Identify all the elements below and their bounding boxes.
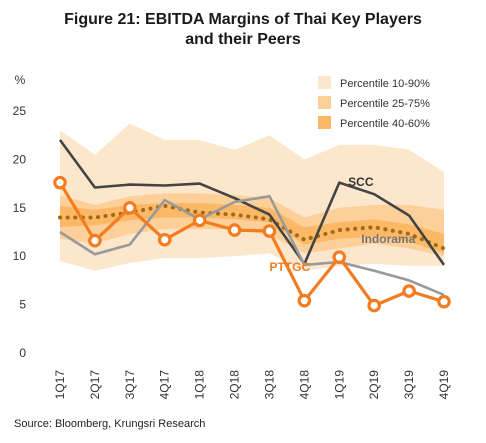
x-tick-label-2q19: 2Q19 xyxy=(367,370,381,400)
y-axis-unit-label: % xyxy=(15,73,26,87)
x-tick-label-4q18: 4Q18 xyxy=(297,370,311,400)
point-pttgc-4q17 xyxy=(157,232,172,247)
series-label-pttgc: PTTGC xyxy=(269,260,310,274)
point-pttgc-3q18 xyxy=(262,224,277,238)
x-tick-label-2q18: 2Q18 xyxy=(228,370,242,400)
company-series-lines xyxy=(53,139,451,313)
point-pttgc-4q18 xyxy=(297,293,312,308)
point-pttgc-3q17 xyxy=(123,201,137,215)
chart-title-line-2: and their Peers xyxy=(185,31,301,48)
y-tick-label: 10 xyxy=(13,249,27,263)
y-axis-ticks: 0 5 10 15 20 25 xyxy=(13,104,27,360)
chart-title: Figure 21: EBITDA Margins of Thai Key Pl… xyxy=(0,10,486,50)
x-tick-label-1q17: 1Q17 xyxy=(53,370,67,400)
legend-label-percentile-10-90: Percentile 10-90% xyxy=(340,78,430,90)
series-labels: SCC Indorama PTTGC xyxy=(269,175,415,274)
chart-title-line-1: Figure 21: EBITDA Margins of Thai Key Pl… xyxy=(64,11,422,28)
x-axis-ticks: 1Q17 2Q17 3Q17 4Q17 1Q18 2Q18 3Q18 4Q18 1Q19 2Q19… xyxy=(53,370,451,400)
point-pttgc-1q19 xyxy=(332,250,347,264)
point-pttgc-1q18 xyxy=(192,213,207,228)
x-tick-label-3q17: 3Q17 xyxy=(123,370,137,400)
legend: Percentile 10-90% Percentile 25-75% Percen… xyxy=(318,76,430,130)
legend-label-percentile-25-75: Percentile 25-75% xyxy=(340,98,430,110)
series-line-scc xyxy=(58,139,446,266)
x-tick-label-4q19: 4Q19 xyxy=(437,370,451,400)
y-tick-label: 5 xyxy=(19,298,26,312)
legend-swatch-percentile-40-60 xyxy=(318,116,331,129)
x-tick-label-2q17: 2Q17 xyxy=(88,370,102,400)
series-label-indorama: Indorama xyxy=(361,232,415,246)
point-pttgc-3q19 xyxy=(402,284,416,298)
x-tick-label-1q18: 1Q18 xyxy=(193,370,207,400)
y-tick-label: 15 xyxy=(13,201,27,215)
x-tick-label-4q17: 4Q17 xyxy=(158,370,172,400)
x-tick-label-3q18: 3Q18 xyxy=(262,370,276,400)
point-pttgc-4q19 xyxy=(437,294,451,309)
source-note: Source: Bloomberg, Krungsri Research xyxy=(14,418,206,430)
point-pttgc-2q18 xyxy=(227,223,242,237)
point-pttgc-1q17 xyxy=(53,175,67,190)
y-tick-label: 20 xyxy=(13,152,27,166)
legend-label-percentile-40-60: Percentile 40-60% xyxy=(340,118,430,130)
y-tick-label: 0 xyxy=(19,346,26,360)
percentile-bands xyxy=(60,123,444,271)
legend-swatch-percentile-25-75 xyxy=(318,96,331,109)
y-tick-label: 25 xyxy=(13,104,27,118)
point-pttgc-2q17 xyxy=(88,233,102,248)
series-label-scc: SCC xyxy=(348,175,374,189)
x-tick-label-1q19: 1Q19 xyxy=(332,370,346,400)
x-tick-label-3q19: 3Q19 xyxy=(402,370,416,400)
point-pttgc-2q19 xyxy=(367,298,381,313)
series-line-indorama xyxy=(59,194,445,297)
legend-swatch-percentile-10-90 xyxy=(318,76,331,89)
band-percentile-40-60 xyxy=(60,203,444,254)
